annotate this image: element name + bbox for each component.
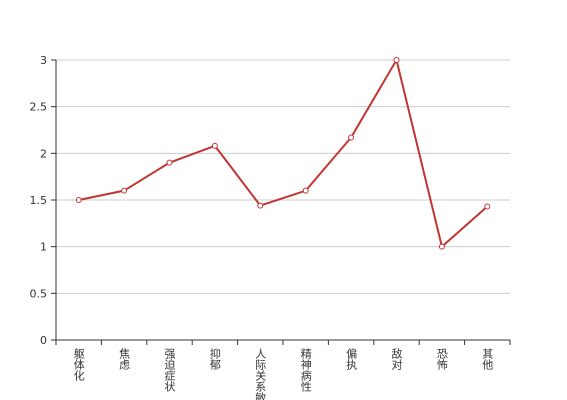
x-tick-label: 抑郁 <box>208 347 221 370</box>
point <box>121 187 128 194</box>
point <box>438 243 445 250</box>
y-tick-label: 2 <box>40 147 47 160</box>
x-tick-label: 精神病性 <box>299 348 312 393</box>
point <box>211 142 218 149</box>
point <box>257 202 264 209</box>
y-tick-label: 1 <box>40 241 47 254</box>
x-tick-label: 其他 <box>481 348 494 370</box>
point <box>75 197 82 203</box>
point <box>348 134 355 141</box>
point <box>393 57 400 63</box>
point <box>302 187 309 194</box>
x-tick-label: 强迫症状 <box>163 348 176 392</box>
point <box>166 159 173 166</box>
line <box>78 57 488 249</box>
x-tick-label: 焦虑 <box>118 348 131 370</box>
x-tick-label: 人际关系敏感 <box>254 348 267 400</box>
y-tick-label: 0 <box>40 334 47 347</box>
x-tick-label: 敌对 <box>390 347 403 370</box>
y-tick-label: 0.5 <box>30 287 48 300</box>
y-tick-label: 3 <box>40 54 47 67</box>
y-tick-label: 1.5 <box>30 194 48 207</box>
x-tick-label: 偏执 <box>345 347 358 371</box>
x-tick-label: 躯体化 <box>72 348 85 382</box>
point <box>484 203 491 210</box>
y-tick-label: 2.5 <box>30 101 48 114</box>
x-tick-label: 恐怖 <box>435 348 448 370</box>
